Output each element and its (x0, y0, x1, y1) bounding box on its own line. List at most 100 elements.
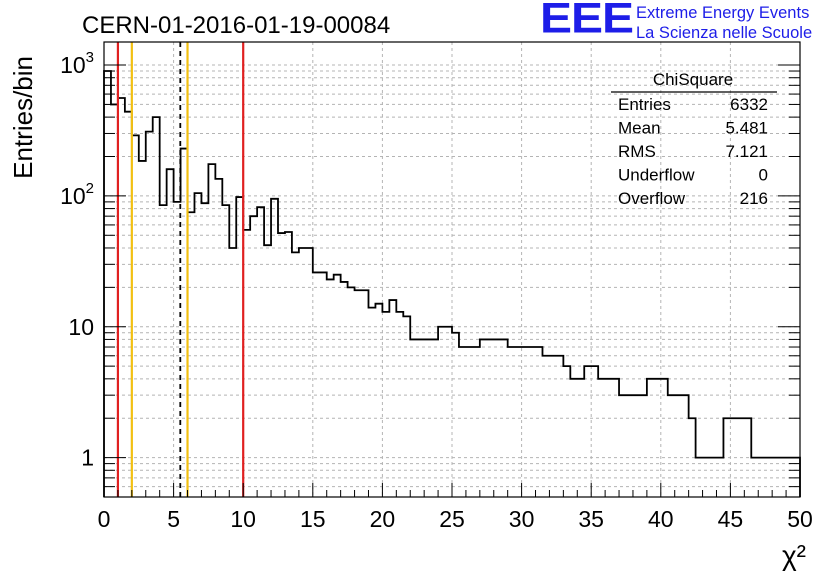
histogram (103, 70, 801, 497)
histogram-bin (153, 117, 160, 497)
eee-logo-line1: Extreme Energy Events (636, 4, 810, 22)
histogram-bin (675, 395, 682, 497)
histogram-bin (473, 347, 480, 497)
histogram-bin (619, 395, 626, 497)
axis-ticks (103, 64, 801, 498)
eee-logo: EEE Extreme Energy Events La Scienza nel… (540, 0, 836, 44)
histogram-bin (375, 304, 382, 497)
histogram-bin (779, 458, 786, 497)
x-tick-label: 20 (370, 506, 396, 532)
histogram-bin (222, 205, 229, 497)
x-tick-label: 30 (509, 506, 535, 532)
y-axis-label: Entries/bin (8, 56, 38, 179)
histogram-bin (459, 347, 466, 497)
histogram-bin (501, 339, 508, 497)
histogram-bin (389, 300, 396, 497)
histogram-bin (508, 347, 515, 497)
histogram-bin (515, 347, 522, 497)
stats-box-rows: Entries 6332 Mean 5.481 RMS 7.121 Underflow 0 Ov… (618, 95, 768, 208)
histogram-bin (696, 458, 703, 497)
histogram-bin (452, 333, 459, 497)
histogram-bin (194, 193, 201, 497)
histogram-bin (570, 379, 577, 497)
histogram-bin (327, 279, 334, 497)
histogram-bin (633, 395, 640, 497)
histogram-bin (250, 216, 257, 497)
histogram-bin (313, 272, 320, 497)
histogram-line (103, 70, 801, 497)
histogram-bin (466, 347, 473, 497)
histogram-bin (348, 287, 355, 497)
histogram-bin (542, 356, 549, 497)
stats-row-value: 0 (759, 166, 768, 185)
histogram-bin (355, 290, 362, 497)
histogram-bin (487, 339, 494, 497)
y-tick-label: 1 (81, 445, 94, 471)
histogram-bin (299, 248, 306, 497)
chart-title: CERN-01-2016-01-19-00084 (82, 12, 390, 39)
x-tick-label: 40 (648, 506, 674, 532)
histogram-bin (431, 339, 438, 497)
histogram-bin (341, 282, 348, 497)
y-tick-label: 103 (60, 49, 94, 78)
histogram-bin (598, 379, 605, 497)
histogram-bin (605, 379, 612, 497)
histogram-bin (160, 205, 167, 497)
histogram-bin (765, 458, 772, 497)
y-tick-label: 102 (60, 180, 94, 209)
histogram-bin (445, 327, 452, 497)
eee-logo-line2: La Scienza nelle Scuole (636, 24, 813, 42)
x-tick-label: 45 (718, 506, 744, 532)
histogram-bin (368, 308, 375, 497)
y-tick-labels: 1 10 102 103 (60, 49, 94, 471)
stats-box: ChiSquare Entries 6332 Mean 5.481 RMS 7.121 Un… (611, 70, 777, 208)
histogram-bin (424, 339, 431, 497)
histogram-bin (668, 395, 675, 497)
histogram-bin (334, 275, 341, 497)
stats-row-label: Entries (618, 95, 671, 114)
histogram-bin (382, 312, 389, 497)
stats-row-value: 7.121 (725, 142, 768, 161)
histogram-bin (772, 458, 779, 497)
histogram-bin (494, 339, 501, 497)
histogram-bin (278, 233, 285, 497)
stats-row-value: 216 (740, 189, 768, 208)
x-tick-labels: 0 5 10 15 20 25 30 35 40 45 50 (98, 506, 813, 532)
histogram-bin (257, 207, 264, 497)
histogram-bin (730, 418, 737, 497)
x-tick-label: 0 (98, 506, 111, 532)
histogram-bin (104, 71, 111, 497)
histogram-bin (410, 339, 417, 497)
histogram-bin (480, 339, 487, 497)
histogram-bin (647, 379, 654, 497)
histogram-bin (577, 379, 584, 497)
histogram-bin (703, 458, 710, 497)
histogram-bin (758, 458, 765, 497)
histogram-bin (208, 164, 215, 497)
histogram-bin (584, 366, 591, 497)
x-axis-label: χ² (782, 540, 806, 571)
histogram-bin (320, 272, 327, 497)
histogram-bin (285, 232, 292, 497)
histogram-bin (403, 316, 410, 497)
histogram-bin (396, 312, 403, 497)
stats-row-value: 5.481 (725, 119, 768, 138)
histogram-bin (264, 245, 271, 497)
y-tick-label: 10 (68, 314, 94, 340)
x-tick-label: 35 (578, 506, 604, 532)
histogram-bin (563, 366, 570, 497)
histogram-bin (215, 179, 222, 497)
histogram-bin (723, 418, 730, 497)
stats-row-label: Mean (618, 119, 661, 138)
histogram-bin (737, 418, 744, 497)
x-tick-label: 50 (787, 506, 813, 532)
histogram-bin (612, 379, 619, 497)
histogram-bin (362, 290, 369, 497)
stats-box-title: ChiSquare (653, 70, 733, 89)
histogram-bin (229, 248, 236, 497)
histogram-bin (640, 395, 647, 497)
histogram-bin (529, 347, 536, 497)
histogram-bin (146, 132, 153, 497)
